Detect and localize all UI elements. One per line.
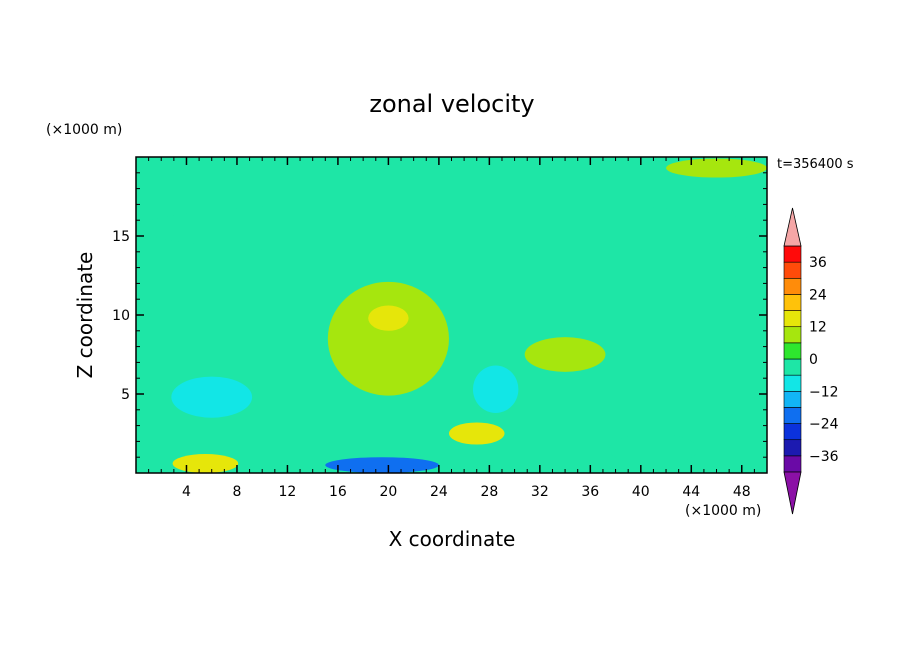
colorbar-tick-label: 12: [809, 320, 827, 336]
colorbar-under-triangle: [783, 471, 802, 515]
colorbar-tick-label: −24: [809, 417, 839, 433]
colorbar-swatch: [783, 390, 802, 408]
x-tick-label: 36: [581, 484, 599, 500]
x-tick-label: 44: [682, 484, 700, 500]
x-tick-label: 20: [379, 484, 397, 500]
colorbar-swatch: [783, 423, 802, 441]
colorbar-swatch: [783, 245, 802, 263]
x-tick-label: 16: [329, 484, 347, 500]
x-ticks: 4 8 12 16 20 24 28 32 36 40 44 48: [148, 157, 755, 500]
colorbar-swatch: [783, 407, 802, 424]
field-feature: [666, 158, 768, 178]
field-feature: [136, 201, 767, 255]
colorbar-swatch: [783, 342, 802, 360]
colorbar-tick-label: −36: [809, 449, 839, 465]
colorbar: 36 24 12 0 −12 −24 −36: [783, 207, 839, 515]
colorbar-swatch: [783, 358, 802, 376]
chart-title: zonal velocity: [369, 90, 534, 118]
field-feature: [325, 457, 439, 473]
y-unit-label: (×1000 m): [46, 122, 122, 138]
colorbar-swatch: [783, 261, 802, 279]
field-feature: [472, 365, 519, 413]
x-tick-label: 40: [632, 484, 650, 500]
field-layer: [136, 158, 768, 473]
y-tick-label: 15: [112, 229, 130, 245]
colorbar-tick-label: 36: [809, 255, 827, 271]
colorbar-swatch: [783, 310, 802, 328]
colorbar-swatch: [783, 374, 802, 392]
x-unit-label: (×1000 m): [685, 503, 761, 519]
field-feature: [609, 433, 698, 466]
colorbar-tick-label: 24: [809, 287, 827, 303]
x-axis-title: X coordinate: [389, 527, 516, 551]
colorbar-tick-label: −12: [809, 384, 839, 400]
y-tick-label: 10: [112, 308, 130, 324]
x-tick-label: 28: [480, 484, 498, 500]
colorbar-over-triangle: [783, 207, 802, 247]
colorbar-swatch: [783, 439, 802, 457]
x-tick-label: 48: [733, 484, 751, 500]
field-feature: [368, 305, 409, 331]
colorbar-swatch: [783, 277, 802, 295]
x-tick-label: 32: [531, 484, 549, 500]
colorbar-tick-label: 0: [809, 352, 818, 368]
colorbar-swatch: [783, 455, 802, 473]
x-tick-label: 8: [232, 484, 241, 500]
field-feature: [172, 454, 239, 473]
y-axis-title: Z coordinate: [73, 252, 97, 379]
colorbar-swatch: [783, 326, 802, 344]
field-feature: [524, 337, 606, 372]
field-feature: [448, 422, 505, 445]
x-tick-label: 12: [279, 484, 297, 500]
field-feature: [327, 281, 449, 396]
time-label: t=356400 s: [777, 157, 854, 172]
field-feature: [171, 376, 253, 418]
x-tick-label: 24: [430, 484, 448, 500]
y-ticks: 5 10 15: [112, 172, 767, 458]
x-tick-label: 4: [182, 484, 191, 500]
y-tick-label: 5: [121, 387, 130, 403]
colorbar-swatch: [783, 294, 802, 311]
